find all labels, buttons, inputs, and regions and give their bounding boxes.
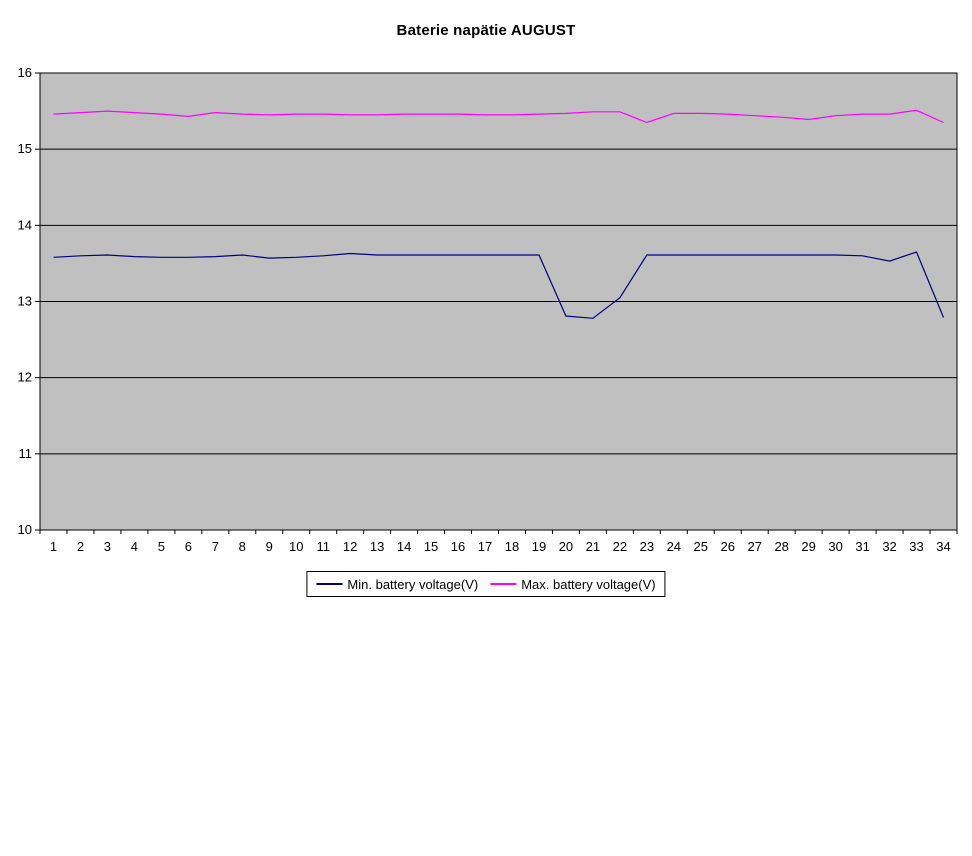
x-tick-label: 3: [104, 539, 111, 554]
x-tick-label: 26: [721, 539, 735, 554]
legend-line-swatch: [316, 583, 343, 585]
x-tick-label: 5: [158, 539, 165, 554]
x-tick-label: 24: [667, 539, 681, 554]
x-tick-label: 28: [774, 539, 788, 554]
x-tick-label: 6: [185, 539, 192, 554]
x-tick-label: 1: [50, 539, 57, 554]
legend: Min. battery voltage(V) Max. battery volt…: [306, 571, 666, 597]
x-tick-label: 22: [613, 539, 627, 554]
x-tick-label: 25: [694, 539, 708, 554]
y-tick-label: 13: [18, 294, 32, 309]
min-series-line: [53, 251, 945, 319]
chart: Baterie napätie AUGUST 10 11 12 13 14 15 16 1 2 3…: [18, 22, 958, 597]
x-tick-label: 15: [424, 539, 438, 554]
x-tick-label: 20: [559, 539, 573, 554]
y-tick-label: 12: [18, 370, 32, 385]
x-tick-label: 2: [77, 539, 84, 554]
x-tick-label: 14: [397, 539, 411, 554]
x-tick-label: 9: [266, 539, 273, 554]
x-tick-label: 27: [747, 539, 761, 554]
x-tick-label: 32: [882, 539, 896, 554]
x-tick-label: 10: [289, 539, 303, 554]
y-tick-label: 15: [18, 141, 32, 156]
max-series-line: [53, 109, 944, 124]
x-tick-label: 8: [239, 539, 246, 554]
legend-entry: Min. battery voltage(V): [316, 577, 478, 592]
x-tick-label: 29: [801, 539, 815, 554]
legend-entry: Max. battery voltage(V): [490, 576, 656, 592]
x-tick-label: 33: [909, 539, 923, 554]
x-tick-label: 23: [640, 539, 654, 554]
x-tick-label: 18: [505, 539, 519, 554]
legend-label: Min. battery voltage(V): [347, 576, 479, 592]
y-tick-label: 16: [18, 65, 32, 80]
x-tick-label: 19: [532, 539, 546, 554]
x-tick-label: 17: [478, 539, 492, 554]
y-tick-label: 14: [18, 217, 32, 232]
y-tick-label: 10: [18, 522, 32, 537]
legend-line-swatch: [490, 583, 517, 585]
x-tick-label: 12: [343, 539, 357, 554]
x-tick-label: 30: [828, 539, 842, 554]
x-tick-label: 31: [855, 539, 869, 554]
legend-label: Max. battery voltage(V): [521, 576, 656, 592]
x-tick-label: 4: [131, 539, 138, 554]
x-tick-label: 34: [936, 539, 950, 554]
x-tick-label: 13: [370, 539, 384, 554]
x-tick-label: 7: [212, 539, 219, 554]
x-tick-label: 21: [586, 539, 600, 554]
x-tick-label: 16: [451, 539, 465, 554]
x-tick-label: 11: [316, 539, 330, 554]
y-tick-label: 11: [19, 446, 33, 461]
chart-title: Baterie napätie AUGUST: [396, 22, 576, 39]
